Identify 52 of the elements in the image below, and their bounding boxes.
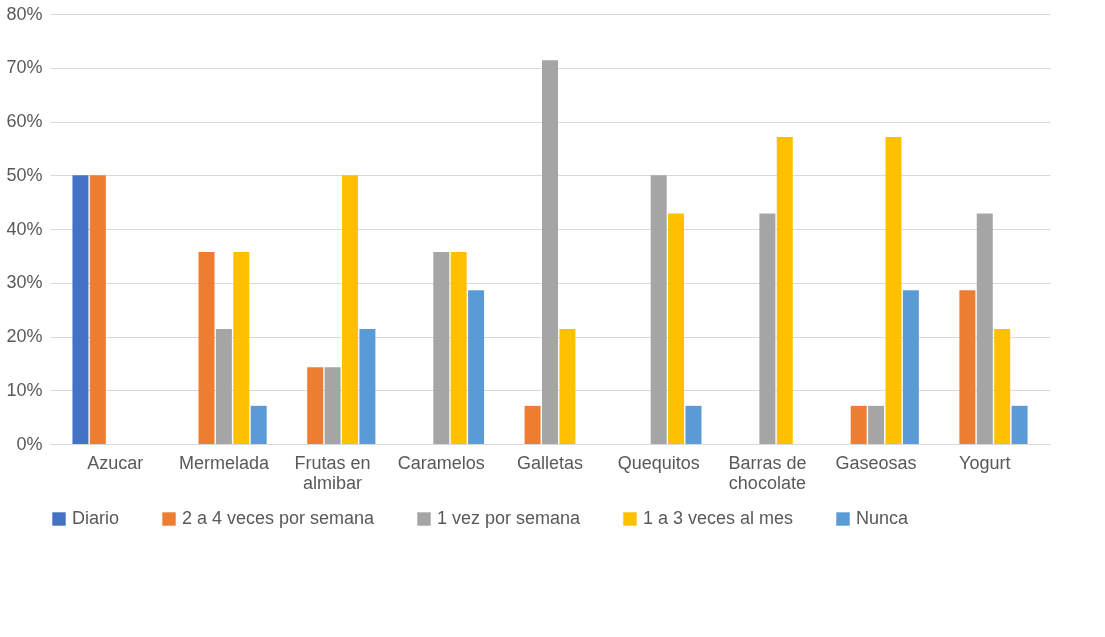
- legend-label: Nunca: [856, 508, 910, 528]
- y-tick-label: 60%: [6, 111, 43, 131]
- x-tick-label: Caramelos: [397, 452, 485, 473]
- bar: [959, 290, 976, 444]
- y-tick-label: 30%: [6, 272, 43, 293]
- y-tick-label: 10%: [6, 379, 43, 400]
- x-tick-label: Mermelada: [178, 452, 270, 473]
- bar: [215, 328, 232, 444]
- x-tick-label: Yogurt: [959, 452, 1011, 473]
- bar: [542, 60, 558, 444]
- bar: [250, 405, 267, 444]
- x-tick-label: Gaseosas: [835, 452, 917, 473]
- y-tick-label: 70%: [6, 57, 43, 78]
- bar: [850, 405, 867, 444]
- x-tick-label: Barras de chocolate: [728, 452, 807, 493]
- bar: [89, 175, 106, 444]
- bar: [885, 137, 902, 444]
- x-tick-label: Azucar: [87, 452, 144, 473]
- bar: [450, 252, 467, 444]
- bar: [902, 290, 919, 444]
- legend-label: 2 a 4 veces por semana: [182, 508, 376, 528]
- x-tick-label: Frutas en almibar: [294, 452, 371, 493]
- y-tick-label: 50%: [6, 164, 43, 185]
- bar: [342, 175, 358, 444]
- bar: [359, 328, 376, 444]
- y-tick-label: 20%: [6, 326, 43, 346]
- y-tick-label: 80%: [6, 3, 43, 24]
- x-tick-label: Quequitos: [617, 452, 700, 473]
- bar: [759, 213, 776, 444]
- y-tick-label: 40%: [6, 218, 43, 239]
- bar: [994, 328, 1011, 444]
- bar: [650, 175, 667, 444]
- bar: [307, 367, 324, 444]
- bar: [776, 137, 793, 444]
- bar: [559, 328, 576, 444]
- y-tick-label: 0%: [16, 433, 43, 454]
- bar: [433, 252, 450, 444]
- bar: [72, 175, 89, 444]
- x-tick-label: Galletas: [516, 452, 584, 473]
- bar: [668, 213, 685, 444]
- bar: [868, 405, 885, 444]
- bar: [976, 213, 993, 444]
- bar: [324, 367, 341, 444]
- legend-label: 1 a 3 veces al mes: [643, 508, 794, 528]
- bar: [524, 405, 541, 444]
- bar: [198, 252, 215, 444]
- bar: [233, 252, 250, 444]
- bar: [685, 405, 702, 444]
- bar: [468, 290, 485, 444]
- legend-label: 1 vez por semana: [437, 508, 582, 528]
- legend-label: Diario: [72, 508, 120, 528]
- bar: [1011, 405, 1028, 444]
